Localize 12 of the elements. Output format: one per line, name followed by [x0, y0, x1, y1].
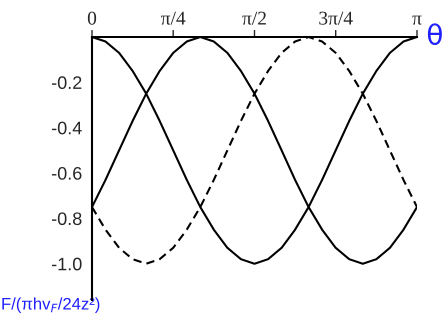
y-tick-label: -1.0: [52, 258, 82, 270]
y-tick-label: -0.2: [52, 76, 82, 90]
x-tick-label: π: [412, 16, 422, 25]
x-axis-title: θ: [428, 23, 442, 45]
y-tick-label: -0.6: [52, 166, 82, 180]
x-tick-label: 3π/4: [319, 12, 353, 25]
x-tick-label: π/4: [160, 12, 186, 25]
y-tick-label: -0.4: [52, 122, 82, 134]
x-tick-label: 0: [88, 12, 96, 25]
y-axis-title: F/(πhv$_{F}$/24z²): [2, 297, 100, 313]
x-tick-label: π/2: [242, 12, 266, 25]
y-tick-label: -0.8: [52, 212, 82, 226]
